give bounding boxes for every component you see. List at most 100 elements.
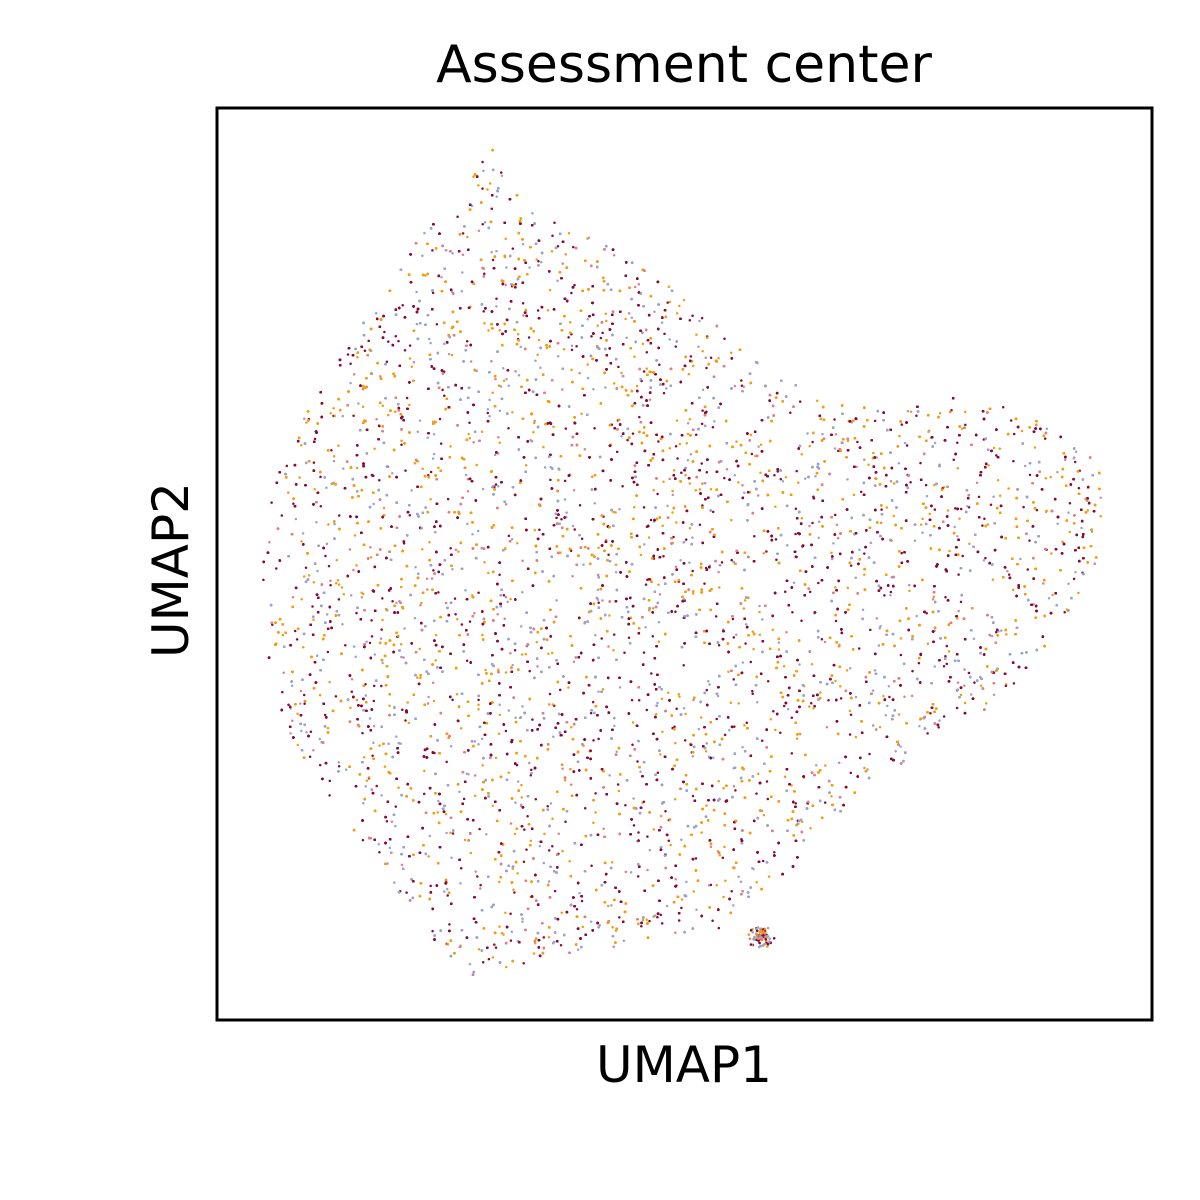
scatter-point [717,644,721,647]
scatter-point [575,344,578,348]
scatter-point [669,843,672,847]
scatter-point [1063,610,1066,614]
scatter-point [431,249,434,252]
scatter-point [477,743,480,746]
scatter-point [716,694,720,698]
scatter-point [900,551,903,555]
scatter-point [959,507,963,511]
scatter-point [451,832,455,835]
scatter-point [399,643,403,646]
scatter-point [532,952,536,955]
scatter-point [632,506,636,509]
scatter-point [620,371,623,375]
scatter-point [368,641,372,645]
scatter-point [963,684,966,687]
scatter-point [688,561,691,564]
scatter-point [300,729,303,733]
scatter-point [302,575,306,578]
scatter-point [432,699,436,703]
scatter-point [652,828,656,831]
scatter-point [668,338,671,341]
scatter-point [662,480,665,483]
scatter-point [423,769,426,773]
scatter-point [723,337,726,340]
scatter-point [675,521,678,524]
scatter-point [490,207,494,210]
scatter-point [861,608,865,612]
scatter-point [889,590,893,594]
scatter-point [686,422,690,425]
scatter-point [685,442,689,445]
scatter-point [305,421,308,424]
scatter-point [429,884,432,888]
scatter-point [811,440,814,444]
scatter-point [328,779,332,783]
scatter-point [280,514,284,517]
scatter-point [727,670,730,673]
scatter-point [959,693,963,697]
scatter-point [933,441,937,445]
scatter-point [982,559,986,562]
scatter-point [991,578,995,581]
scatter-point [580,412,583,415]
scatter-point [539,366,542,369]
scatter-point [592,821,595,825]
scatter-point [624,870,628,874]
scatter-point [568,320,572,324]
scatter-point [839,697,843,700]
scatter-point [521,705,524,708]
scatter-point [673,725,676,728]
scatter-point [333,414,337,418]
scatter-point [932,595,936,598]
scatter-point [458,790,461,793]
scatter-point [691,364,695,368]
scatter-point [905,444,909,447]
scatter-point [759,443,763,447]
scatter-point [425,577,429,581]
scatter-point [558,688,562,692]
scatter-point [674,741,677,745]
scatter-point [399,585,403,589]
scatter-point [329,583,332,587]
scatter-point [299,702,302,705]
scatter-point [957,573,960,576]
scatter-point [717,926,721,930]
scatter-point [464,588,467,592]
scatter-point [790,752,794,755]
scatter-point [1077,591,1080,595]
scatter-point [437,799,440,803]
scatter-point [437,591,440,594]
scatter-point [552,735,555,739]
scatter-point [836,536,840,540]
scatter-point [597,546,600,549]
scatter-point [491,956,495,959]
scatter-point [455,693,459,696]
scatter-point [414,565,417,569]
scatter-point [547,880,551,883]
scatter-point [837,761,841,765]
scatter-point [685,880,688,884]
scatter-point [521,917,524,920]
scatter-point [617,365,620,369]
scatter-point [903,695,906,698]
scatter-point [815,399,819,403]
scatter-point [352,373,356,376]
scatter-point [701,504,704,507]
scatter-point [629,870,633,874]
scatter-point [431,457,435,460]
scatter-point [309,730,313,733]
scatter-point [555,516,558,520]
scatter-point [660,922,664,925]
scatter-point [646,868,649,872]
scatter-point [394,335,398,338]
scatter-point [468,620,472,623]
scatter-point [507,709,511,712]
scatter-point [516,332,520,336]
scatter-point [809,826,812,830]
scatter-point [718,854,722,857]
scatter-point [387,340,390,343]
scatter-point [953,525,956,529]
scatter-point [651,635,655,638]
scatter-point [415,290,418,294]
scatter-point [663,332,666,336]
